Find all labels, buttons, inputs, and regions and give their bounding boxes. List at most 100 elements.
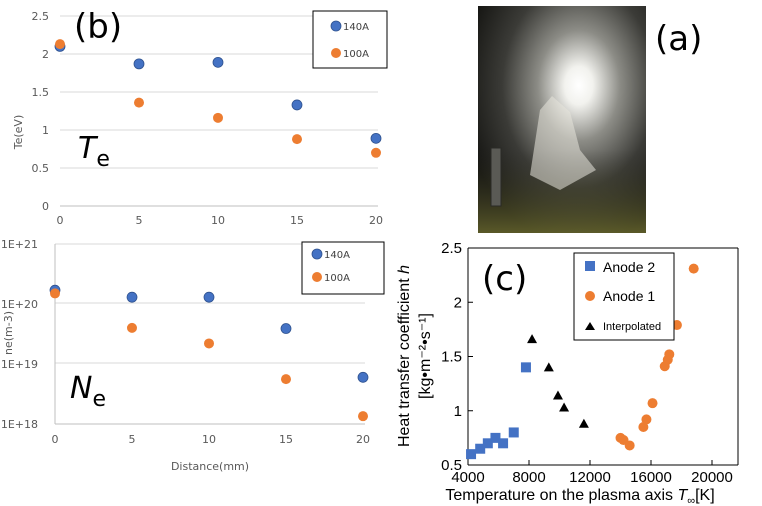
tick-label: 2.5 <box>32 10 50 23</box>
symbol-te-main: T <box>78 131 99 166</box>
legend-label-140a: 140A <box>324 250 350 261</box>
electrode-rod <box>490 147 502 207</box>
tick-label: 1E+20 <box>1 298 38 311</box>
panel-label-a: (a) <box>655 19 702 59</box>
point-anode-2 <box>508 427 519 438</box>
tick-label: 2.5 <box>441 240 462 257</box>
point-anode-1 <box>664 349 675 360</box>
x-axis-title: Temperature on the plasma axis T∞[K] <box>445 487 714 506</box>
point-100a <box>371 147 381 158</box>
tick-label: 1 <box>454 403 462 420</box>
tick-label: 5 <box>129 433 136 446</box>
tick-label: 1E+21 <box>1 238 38 251</box>
point-interpolated <box>527 334 538 344</box>
point-anode-2 <box>498 438 509 449</box>
tick-label: 12000 <box>569 469 611 486</box>
point-interpolated <box>552 390 563 400</box>
symbol-te: Te <box>78 131 110 172</box>
legend-label-100a: 100A <box>324 273 350 284</box>
tick-label: 20 <box>356 433 370 446</box>
tick-label: 1.5 <box>441 349 462 366</box>
y-axis-title: Te(eV) <box>12 115 25 151</box>
point-100a <box>292 134 302 145</box>
point-100a <box>358 411 368 422</box>
point-140a <box>370 132 382 144</box>
tick-label: 0 <box>42 200 49 213</box>
point-140a <box>133 58 145 70</box>
tick-label: 2 <box>42 48 49 61</box>
point-140a <box>126 291 138 303</box>
point-100a <box>281 374 291 385</box>
point-anode-1 <box>688 263 699 274</box>
legend-marker-100a <box>331 48 341 58</box>
legend-label-anode-2: Anode 2 <box>603 259 655 275</box>
legend-marker-140a <box>311 248 323 260</box>
data-points <box>466 263 699 460</box>
y-axis-title-line2: [kg•m⁻²•s⁻¹] <box>417 313 434 399</box>
tick-label: 10 <box>211 214 225 227</box>
y-axis-title: ne(m-3) <box>2 311 15 355</box>
symbol-te-sub: e <box>96 147 110 172</box>
tick-label: 1.5 <box>32 86 50 99</box>
point-140a <box>291 99 303 111</box>
tick-label: 5 <box>136 214 143 227</box>
symbol-ne-sub: e <box>92 387 106 412</box>
panel-label-c: (c) <box>482 259 527 299</box>
y-axis-title-text: Heat transfer coefficient <box>396 278 413 447</box>
y-tick-labels: 0.5 1 1.5 2 2.5 <box>441 240 473 474</box>
point-anode-2 <box>520 362 531 373</box>
point-anode-1 <box>641 414 652 425</box>
legend-label-140a: 140A <box>343 22 369 33</box>
photo-panel: (a) <box>478 6 702 233</box>
legend-box <box>312 10 388 69</box>
tick-label: 4000 <box>451 469 484 486</box>
point-anode-1 <box>647 398 658 409</box>
chart-ne: 1E+18 1E+19 1E+20 1E+21 0 5 10 15 20 ne(m-3) Di… <box>1 238 385 473</box>
x-tick-labels: 4000 8000 12000 16000 20000 <box>451 460 733 486</box>
point-anode-2 <box>490 432 501 443</box>
symbol-ne: Ne <box>70 371 106 412</box>
legend-marker-anode-2 <box>585 261 595 271</box>
chart-heat-transfer: 0.511.522.5 4000 8000 12000 16000 20000 (c) … <box>396 240 739 506</box>
point-100a <box>55 39 65 50</box>
point-100a <box>50 288 60 299</box>
tick-label: 20 <box>369 214 383 227</box>
legend-label-100a: 100A <box>343 49 369 60</box>
x-axis-title-sub: ∞ <box>687 495 695 506</box>
legend-marker-interpolated <box>585 322 595 330</box>
tick-label: 0 <box>57 214 64 227</box>
tick-label: 1E+19 <box>1 358 38 371</box>
tick-label: 10 <box>202 433 216 446</box>
symbol-ne-main: N <box>70 371 92 406</box>
legend-marker-anode-1 <box>585 291 595 301</box>
legend-box <box>301 241 385 295</box>
x-axis-title-symbol: T <box>677 487 688 504</box>
point-anode-1 <box>638 422 649 433</box>
data-points <box>54 39 382 158</box>
x-axis-title: Distance(mm) <box>171 460 249 473</box>
tick-label: 20000 <box>691 469 733 486</box>
tick-label: 16000 <box>630 469 672 486</box>
point-100a <box>204 338 214 349</box>
tick-label: 0 <box>52 433 59 446</box>
y-axis-title-line1: Heat transfer coefficient h <box>396 265 413 447</box>
point-140a <box>280 323 292 334</box>
y-axis-title-symbol: h <box>396 265 413 274</box>
tick-label: 1E+18 <box>1 418 38 431</box>
point-anode-2 <box>482 438 493 449</box>
legend-label-interpolated: Interpolated <box>603 321 661 333</box>
tick-label: 0.5 <box>441 457 462 474</box>
point-100a <box>213 112 223 123</box>
chart-te: 0 0.5 1 1.5 2 2.5 0 5 10 15 20 Te(eV) (b) Te 140A… <box>12 7 388 227</box>
point-140a <box>357 371 369 383</box>
x-tick-labels: 0 5 10 15 20 <box>52 433 371 446</box>
data-points <box>49 284 369 422</box>
tick-label: 1 <box>42 124 49 137</box>
legend-marker-100a <box>312 272 322 282</box>
panel-label-b: (b) <box>74 7 122 47</box>
x-axis-title-text: Temperature on the plasma axis <box>445 487 673 504</box>
legend-marker-140a <box>330 20 342 32</box>
tick-label: 15 <box>290 214 304 227</box>
x-tick-labels: 0 5 10 15 20 <box>57 214 384 227</box>
